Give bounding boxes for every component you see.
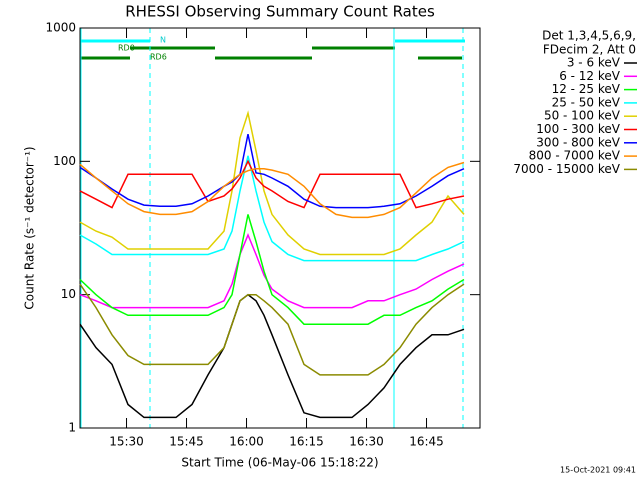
- x-tick-label: 16:30: [349, 435, 384, 449]
- series-line: [79, 283, 465, 376]
- legend-label: 3 - 6 keV: [567, 56, 621, 70]
- series-line: [79, 133, 465, 209]
- y-tick-label: 1: [68, 421, 76, 435]
- y-tick-label: 10: [61, 287, 76, 301]
- legend-label: 100 - 300 keV: [536, 122, 620, 136]
- plot-frame: [79, 27, 481, 429]
- footer: 15-Oct-2021 09:41: [560, 466, 636, 475]
- series-line: [79, 214, 465, 325]
- series-line: [79, 161, 465, 219]
- orbit-lines: [80, 28, 464, 428]
- series-line: [79, 233, 465, 309]
- series-line: [79, 155, 465, 262]
- flags: [80, 39, 465, 60]
- legend-label: 25 - 50 keV: [552, 95, 621, 109]
- legend-label: 6 - 12 keV: [559, 69, 621, 83]
- y-axis-label: Count Rate (s⁻¹ detector⁻¹): [23, 146, 37, 309]
- x-tick-label: 16:45: [409, 435, 444, 449]
- series-line: [79, 110, 465, 256]
- legend-label: 7000 - 15000 keV: [513, 162, 620, 176]
- series-line: [79, 159, 465, 209]
- legend-label: 300 - 800 keV: [536, 135, 620, 149]
- legend-label: 12 - 25 keV: [552, 82, 621, 96]
- legend-label: 800 - 7000 keV: [529, 149, 621, 163]
- y-tick-label: 1000: [45, 21, 76, 35]
- chart-title: RHESSI Observing Summary Count Rates: [125, 3, 435, 21]
- legend-header: Det 1,3,4,5,6,9,: [542, 29, 636, 43]
- flag-label: RD0: [118, 44, 135, 53]
- x-tick-label: 16:00: [229, 435, 264, 449]
- x-axis-label: Start Time (06-May-06 15:18:22): [181, 456, 378, 470]
- flag-label: N: [160, 36, 166, 45]
- legend-header: FDecim 2, Att 0: [543, 43, 636, 57]
- legend-label: 50 - 100 keV: [544, 109, 621, 123]
- x-tick-label: 16:15: [289, 435, 324, 449]
- flag-label: RD6: [150, 53, 167, 62]
- x-tick-label: 15:30: [109, 435, 144, 449]
- x-tick-label: 15:45: [169, 435, 204, 449]
- series-line: [79, 293, 465, 419]
- y-tick-label: 100: [53, 154, 76, 168]
